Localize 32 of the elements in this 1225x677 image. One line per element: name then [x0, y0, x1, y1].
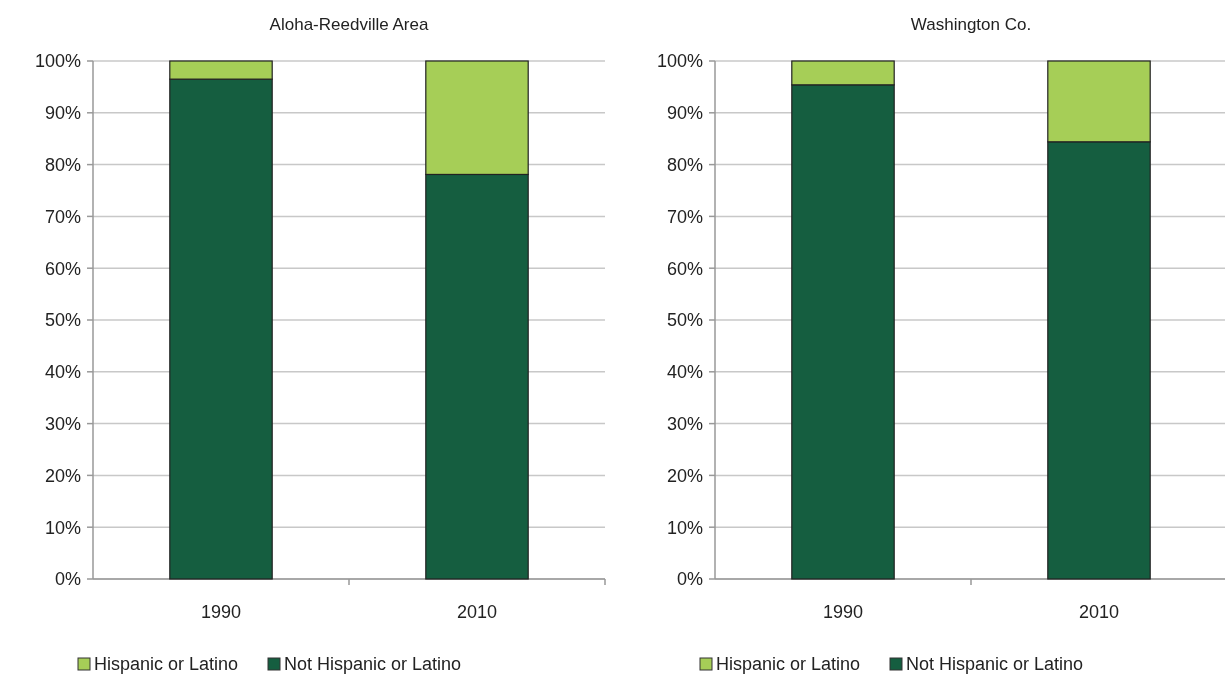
y-tick-label: 90% [666, 103, 703, 124]
chart-title: Aloha-Reedville Area [269, 15, 429, 34]
legend-label: Not Hispanic or Latino [906, 654, 1084, 674]
y-tick-label: 0% [676, 569, 703, 590]
y-tick-label: 10% [44, 517, 81, 538]
legend-label: Hispanic or Latino [94, 654, 239, 674]
y-tick-label: 60% [44, 258, 81, 279]
y-tick-label: 10% [666, 517, 703, 538]
y-tick-label: 40% [666, 362, 703, 383]
legend-label: Hispanic or Latino [716, 654, 861, 674]
y-tick-label: 30% [666, 413, 703, 434]
y-tick-label: 80% [666, 154, 703, 175]
y-tick-label: 50% [44, 310, 81, 331]
y-tick-label: 80% [44, 154, 81, 175]
x-tick-label: 1990 [200, 602, 242, 622]
y-tick-label: 0% [54, 569, 81, 590]
y-tick-label: 60% [666, 258, 703, 279]
x-tick-label: 2010 [1078, 602, 1120, 622]
y-tick-label: 70% [44, 206, 81, 227]
y-tick-label: 40% [44, 362, 81, 383]
x-tick-label: 2010 [456, 602, 498, 622]
y-tick-label: 100% [656, 51, 703, 72]
chart-title: Washington Co. [910, 15, 1032, 34]
y-tick-label: 20% [44, 465, 81, 486]
x-tick-label: 1990 [822, 602, 864, 622]
y-tick-label: 30% [44, 413, 81, 434]
y-tick-label: 50% [666, 310, 703, 331]
y-tick-label: 90% [44, 103, 81, 124]
y-tick-label: 70% [666, 206, 703, 227]
y-tick-label: 100% [34, 51, 81, 72]
y-tick-label: 20% [666, 465, 703, 486]
legend-label: Not Hispanic or Latino [284, 654, 462, 674]
